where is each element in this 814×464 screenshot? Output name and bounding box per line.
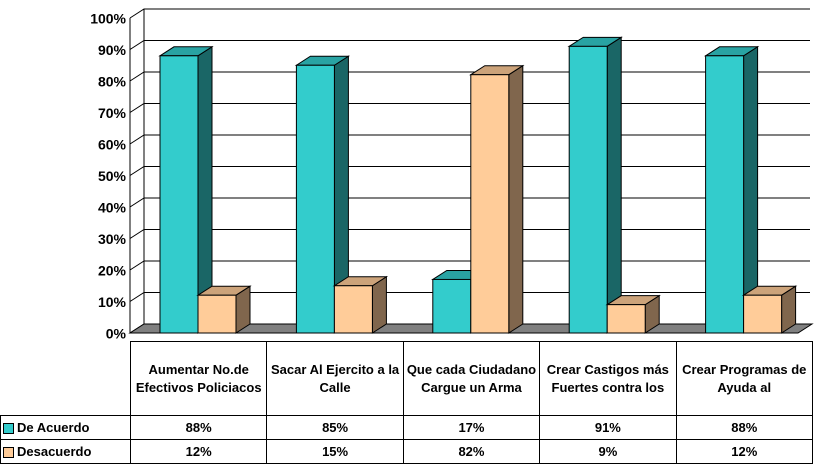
data-label: 15% xyxy=(266,439,404,464)
y-tick-label: 80% xyxy=(98,74,127,90)
x-tick-label: Que cada Ciudadano Cargue un Arma xyxy=(402,341,541,416)
legend-item: Desacuerdo xyxy=(0,439,131,464)
data-label: 85% xyxy=(266,415,404,440)
data-label: 12% xyxy=(675,439,813,464)
y-tick-label: 90% xyxy=(98,42,127,58)
legend-label: De Acuerdo xyxy=(17,419,90,435)
y-tick-label: 20% xyxy=(98,263,127,279)
x-tick-label: Crear Castigos más Fuertes contra los xyxy=(539,341,677,416)
chart: 0% 10% 20% 30% 40% 50% 60% 70% 80% 90% 100% xyxy=(90,8,814,341)
bar-side xyxy=(606,36,622,334)
y-tick-label: 10% xyxy=(98,294,127,310)
y-tick-label: 30% xyxy=(98,231,127,247)
bar xyxy=(568,45,608,334)
bar xyxy=(470,74,510,334)
blank-cell xyxy=(1,342,131,416)
data-label: 82% xyxy=(402,439,541,464)
bar-side xyxy=(371,275,387,334)
data-label: 9% xyxy=(539,439,677,464)
y-tick-label: 0% xyxy=(106,326,127,341)
grid-line xyxy=(129,8,810,19)
y-tick-label: 60% xyxy=(98,137,127,153)
series-row: Desacuerdo 12% 15% 82% 9% 12% xyxy=(0,439,813,464)
y-tick-label: 100% xyxy=(90,11,126,27)
data-label: 91% xyxy=(539,415,677,440)
bar xyxy=(432,278,472,334)
legend-label: Desacuerdo xyxy=(17,443,92,459)
bar xyxy=(743,294,783,334)
data-table: Aumentar No.de Efectivos Policiacos Sacar… xyxy=(0,341,813,464)
x-tick-label: Sacar Al Ejercito a la Calle xyxy=(266,341,404,416)
y-tick-label: 70% xyxy=(98,105,127,121)
bar xyxy=(333,285,373,334)
bar-side xyxy=(508,64,524,334)
legend-swatch xyxy=(3,422,14,434)
grid-line xyxy=(129,40,810,50)
data-label: 17% xyxy=(402,415,541,440)
legend-swatch xyxy=(3,446,14,458)
legend-item: De Acuerdo xyxy=(0,415,131,440)
bar xyxy=(705,55,745,334)
header-row: Aumentar No.de Efectivos Policiacos Sacar… xyxy=(1,341,813,416)
x-tick-label: Aumentar No.de Efectivos Policiacos xyxy=(129,341,268,416)
data-label: 12% xyxy=(129,439,268,464)
data-label: 88% xyxy=(129,415,268,440)
x-tick-label: Crear Programas de Ayuda al xyxy=(675,341,813,416)
bar xyxy=(295,64,335,334)
bar xyxy=(606,304,646,334)
y-tick-label: 40% xyxy=(98,200,127,216)
series-row: De Acuerdo 88% 85% 17% 91% 88% xyxy=(0,415,813,440)
y-tick-label: 50% xyxy=(98,168,127,184)
bar xyxy=(197,294,237,334)
bar xyxy=(159,55,199,334)
data-label: 88% xyxy=(675,415,813,440)
